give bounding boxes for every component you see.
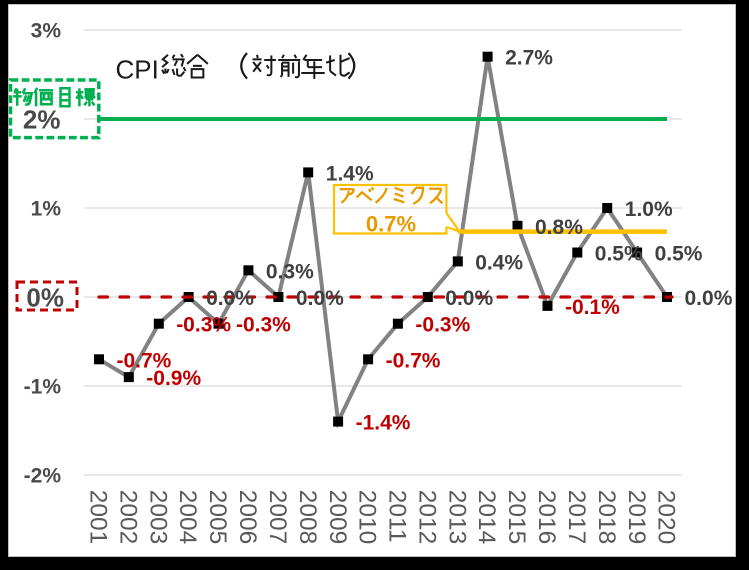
svg-text:0%: 0%: [26, 283, 64, 313]
svg-text:2005: 2005: [204, 490, 231, 545]
svg-text:2008: 2008: [294, 490, 321, 545]
svg-text:0.0%: 0.0%: [206, 287, 254, 310]
svg-text:2017: 2017: [563, 490, 590, 545]
svg-text:0.0%: 0.0%: [685, 287, 733, 310]
svg-text:2006: 2006: [234, 490, 261, 545]
svg-text:2018: 2018: [593, 490, 620, 545]
svg-text:2016: 2016: [533, 490, 560, 545]
svg-text:2012: 2012: [413, 490, 440, 545]
svg-text:2009: 2009: [324, 490, 351, 545]
svg-text:2003: 2003: [144, 490, 171, 545]
svg-text:0.8%: 0.8%: [535, 216, 583, 239]
svg-text:1.4%: 1.4%: [326, 162, 374, 185]
svg-text:-0.1%: -0.1%: [565, 296, 620, 319]
svg-text:-1%: -1%: [24, 376, 62, 399]
svg-text:0.5%: 0.5%: [655, 243, 703, 266]
svg-text:2019: 2019: [623, 490, 650, 545]
svg-text:0.0%: 0.0%: [445, 287, 493, 310]
svg-text:-2%: -2%: [24, 465, 62, 488]
svg-text:0.7%: 0.7%: [366, 212, 416, 237]
svg-text:-0.3%: -0.3%: [415, 314, 470, 337]
svg-text:-0.3%: -0.3%: [236, 314, 291, 337]
svg-text:-0.3%: -0.3%: [176, 314, 231, 337]
svg-text:2010: 2010: [354, 490, 381, 545]
svg-text:2011: 2011: [384, 490, 411, 543]
svg-text:3%: 3%: [31, 20, 62, 43]
svg-text:0.5%: 0.5%: [595, 243, 643, 266]
svg-text:0.3%: 0.3%: [266, 260, 314, 283]
svg-text:1.0%: 1.0%: [625, 198, 673, 221]
svg-text:1%: 1%: [31, 198, 62, 221]
svg-text:2007: 2007: [264, 490, 291, 545]
svg-text:-0.7%: -0.7%: [117, 349, 172, 372]
svg-text:2015: 2015: [503, 490, 530, 545]
svg-text:2004: 2004: [174, 490, 201, 545]
svg-text:2002: 2002: [114, 490, 141, 545]
svg-text:2020: 2020: [653, 490, 680, 545]
svg-text:-1.4%: -1.4%: [356, 412, 411, 435]
svg-text:-0.7%: -0.7%: [386, 349, 441, 372]
svg-text:0.0%: 0.0%: [296, 287, 344, 310]
svg-text:2013: 2013: [443, 490, 470, 545]
svg-text:2%: 2%: [23, 105, 61, 135]
svg-text:2001: 2001: [85, 490, 112, 545]
svg-text:2014: 2014: [473, 490, 500, 545]
svg-text:2.7%: 2.7%: [505, 47, 553, 70]
svg-text:0.4%: 0.4%: [475, 251, 523, 274]
svg-text:-0.9%: -0.9%: [146, 367, 201, 390]
svg-text:CPI: CPI: [116, 55, 159, 85]
